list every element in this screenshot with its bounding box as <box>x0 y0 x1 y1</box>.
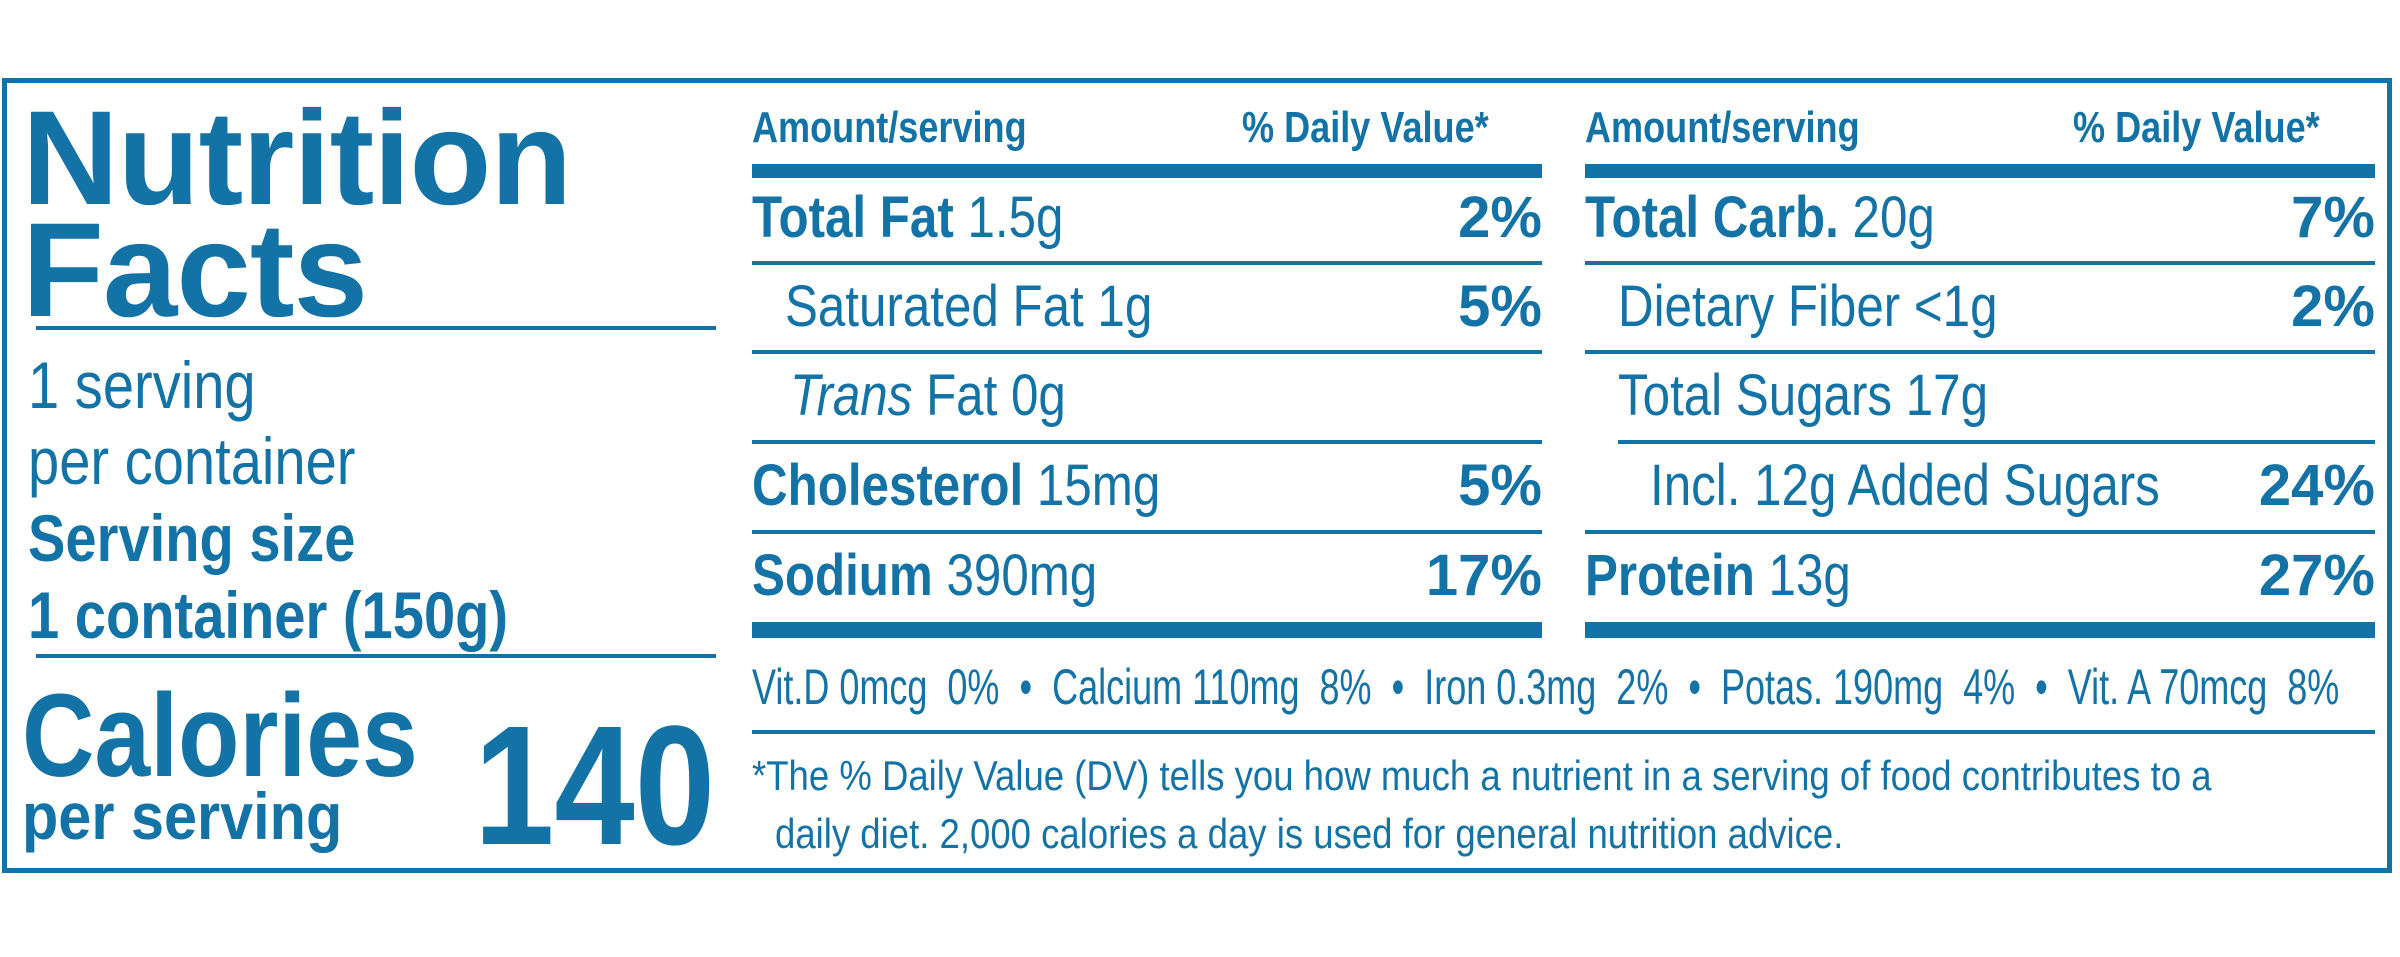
rule-vitamins <box>752 730 2375 734</box>
rule-right-4 <box>1585 530 2375 534</box>
nutrition-label-frame <box>2 78 2392 873</box>
calories-label: Calories <box>22 670 418 802</box>
rule-serving <box>36 654 716 658</box>
servings-line2: per container <box>28 424 356 498</box>
left-bottom-bar <box>752 622 1542 638</box>
vit-a: Vit. A 70mcg <box>2067 659 2268 715</box>
footnote-line2: daily diet. 2,000 calories a day is used… <box>775 810 1844 857</box>
rule-right-3 <box>1618 440 2375 444</box>
dv-total-fat: 2% <box>1458 185 1542 250</box>
dv-total-carb: 7% <box>2291 185 2375 250</box>
calcium: Calcium 110mg <box>1052 659 1300 715</box>
row-saturated-fat: Saturated Fat 1g <box>785 274 1153 339</box>
calories-value: 140 <box>474 691 716 881</box>
calories-sub: per serving <box>22 779 343 853</box>
row-total-fat: Total Fat 1.5g <box>752 185 1064 250</box>
rule-left-3 <box>752 440 1542 444</box>
bullet: • <box>1019 659 1033 715</box>
right-header-dv: % Daily Value* <box>2073 103 2320 152</box>
dv-saturated-fat: 5% <box>1458 274 1542 339</box>
footnote-line1: *The % Daily Value (DV) tells you how mu… <box>752 752 2212 799</box>
vit-d: Vit.D 0mcg <box>752 659 928 715</box>
row-total-sugars: Total Sugars 17g <box>1618 363 1989 428</box>
rule-right-1 <box>1585 261 2375 265</box>
row-dietary-fiber: Dietary Fiber <1g <box>1618 274 1998 339</box>
right-header-bar <box>1585 164 2375 178</box>
row-cholesterol: Cholesterol 15mg <box>752 453 1161 518</box>
left-header-bar <box>752 164 1542 178</box>
dv-added-sugars: 24% <box>2258 453 2375 518</box>
rule-left-1 <box>752 261 1542 265</box>
title-facts: Facts <box>22 196 368 345</box>
dv-protein: 27% <box>2258 543 2375 608</box>
dv-dietary-fiber: 2% <box>2291 274 2375 339</box>
left-header-dv: % Daily Value* <box>1242 103 1489 152</box>
right-bottom-bar <box>1585 622 2375 638</box>
servings-line1: 1 serving <box>28 348 256 422</box>
potassium: Potas. 190mg <box>1720 659 1944 715</box>
title-nutrition: Nutrition <box>22 84 572 233</box>
serving-size-value: 1 container (150g) <box>28 578 509 652</box>
rule-right-2 <box>1585 350 2375 354</box>
row-sodium: Sodium 390mg <box>752 543 1098 608</box>
dv-sodium: 17% <box>1425 543 1542 608</box>
rule-title <box>36 326 716 330</box>
rule-left-2 <box>752 350 1542 354</box>
vitamins-row: Vit.D 0mcg 0% • Calcium 110mg 8% • Iron … <box>752 659 2340 715</box>
rule-left-4 <box>752 530 1542 534</box>
row-added-sugars: Incl. 12g Added Sugars <box>1650 453 2160 518</box>
iron: Iron 0.3mg <box>1424 659 1597 715</box>
row-protein: Protein 13g <box>1585 543 1851 608</box>
row-trans-fat: Trans Fat 0g <box>790 363 1066 428</box>
serving-size-label: Serving size <box>28 501 356 575</box>
row-total-carb: Total Carb. 20g <box>1585 185 1935 250</box>
dv-cholesterol: 5% <box>1458 453 1542 518</box>
right-header-amount: Amount/serving <box>1585 103 1860 152</box>
left-header-amount: Amount/serving <box>752 103 1027 152</box>
